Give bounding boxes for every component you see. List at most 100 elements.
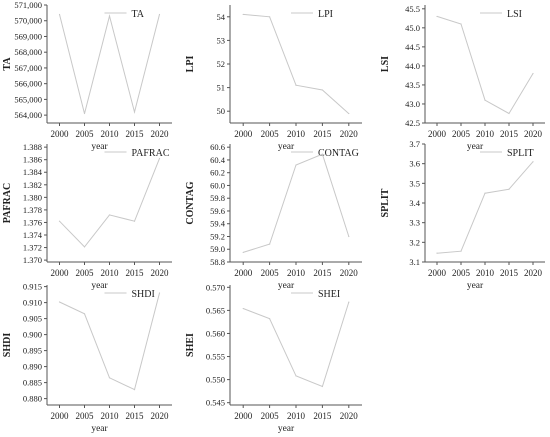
y-tick-label: 3.1 [409,257,420,267]
y-tick-label: 3.5 [409,178,420,188]
y-tick-label: 59.4 [210,219,226,229]
x-tick-label: 2000 [51,129,70,139]
series-line [436,15,534,115]
data-point [269,318,271,320]
series-line [59,292,160,391]
y-tick-label: 60.4 [210,155,226,165]
y-tick-label: 60.6 [210,142,225,152]
series-line [436,161,534,254]
y-tick-label: 3.4 [409,198,420,208]
x-tick-label: 2015 [500,268,519,278]
data-point [295,164,297,166]
x-tick-label: 2015 [313,129,332,139]
x-axis-label: year [467,281,484,291]
x-tick-label: 2010 [476,268,495,278]
y-tick-label: 58.8 [210,257,225,267]
series-line [243,153,350,253]
y-tick-label: 3.7 [409,139,420,149]
data-point [532,161,534,163]
data-point [295,375,297,377]
data-point [321,89,323,91]
y-tick-label: 0.900 [23,330,42,340]
data-point [348,112,350,115]
legend-label: CONTAG [318,148,359,159]
x-tick-label: 2020 [524,129,543,139]
x-tick-label: 2020 [340,129,359,139]
y-tick-label: 53 [217,35,226,45]
legend-label: LPI [318,9,333,20]
y-tick-label: 0.555 [206,352,225,362]
y-tick-label: 571,000 [14,0,42,10]
y-axis-label: SHEI [185,333,196,357]
y-tick-label: 3.6 [409,159,420,169]
data-point [158,157,161,160]
y-tick-label: 42.5 [405,118,420,128]
data-point [133,220,136,222]
data-point [348,301,350,303]
x-axis-label: year [467,142,484,152]
y-tick-label: 0.895 [23,346,42,356]
series-line [243,13,350,114]
data-point [269,243,271,245]
y-tick-label: 0.890 [23,362,42,372]
data-point [460,250,462,252]
y-tick-label: 0.885 [23,378,42,388]
x-tick-label: 2005 [76,129,95,139]
x-axis-label: year [278,424,295,434]
data-point [83,112,86,115]
x-tick-label: 2010 [101,411,120,421]
y-tick-label: 1.380 [23,192,42,202]
x-tick-label: 2010 [101,268,120,278]
y-tick-label: 3.2 [409,237,420,247]
y-tick-label: 59.0 [210,244,225,254]
y-tick-label: 60.0 [210,180,225,190]
y-tick-label: 1.378 [23,205,42,215]
y-tick-label: 1.382 [23,180,42,190]
data-point [108,214,111,216]
data-point [484,192,486,194]
x-tick-label: 2020 [151,129,170,139]
y-tick-label: 567,000 [14,63,42,73]
data-point [436,15,438,18]
y-tick-label: 45.0 [405,23,420,33]
legend-label: PAFRAC [132,148,170,159]
y-axis-label: PAFRAC [2,183,13,223]
x-tick-label: 2000 [234,411,253,421]
y-axis-label: TA [2,57,13,71]
y-tick-label: 59.2 [210,231,225,241]
data-point [158,13,161,16]
x-tick-label: 2000 [234,129,253,139]
series-line [243,301,350,388]
data-point [83,313,86,315]
data-point [321,385,323,388]
x-tick-label: 2015 [500,129,519,139]
x-tick-label: 2000 [234,268,253,278]
data-point [242,307,244,310]
y-tick-label: 1.384 [23,167,43,177]
y-tick-label: 3.3 [409,218,420,228]
legend-label: SHEI [318,289,340,300]
y-tick-label: 0.570 [206,282,225,292]
legend-label: LSI [507,9,522,20]
series-line [59,14,160,114]
x-tick-label: 2020 [340,268,359,278]
y-tick-label: 43.5 [405,80,420,90]
x-tick-label: 2010 [287,411,306,421]
data-point [242,13,244,16]
data-point [133,389,136,391]
data-point [508,112,510,115]
y-tick-label: 59.6 [210,206,225,216]
x-axis-label: year [91,281,108,291]
legend-label: SHDI [132,289,155,300]
y-tick-label: 43.0 [405,99,420,109]
x-tick-label: 2015 [313,268,332,278]
data-point [133,111,136,113]
x-tick-label: 2015 [126,268,145,278]
y-tick-label: 565,000 [14,94,42,104]
x-tick-label: 2005 [261,411,280,421]
y-tick-label: 568,000 [14,47,42,57]
x-tick-label: 2020 [524,268,543,278]
legend-label: TA [132,9,145,20]
y-tick-label: 45.5 [405,4,420,14]
